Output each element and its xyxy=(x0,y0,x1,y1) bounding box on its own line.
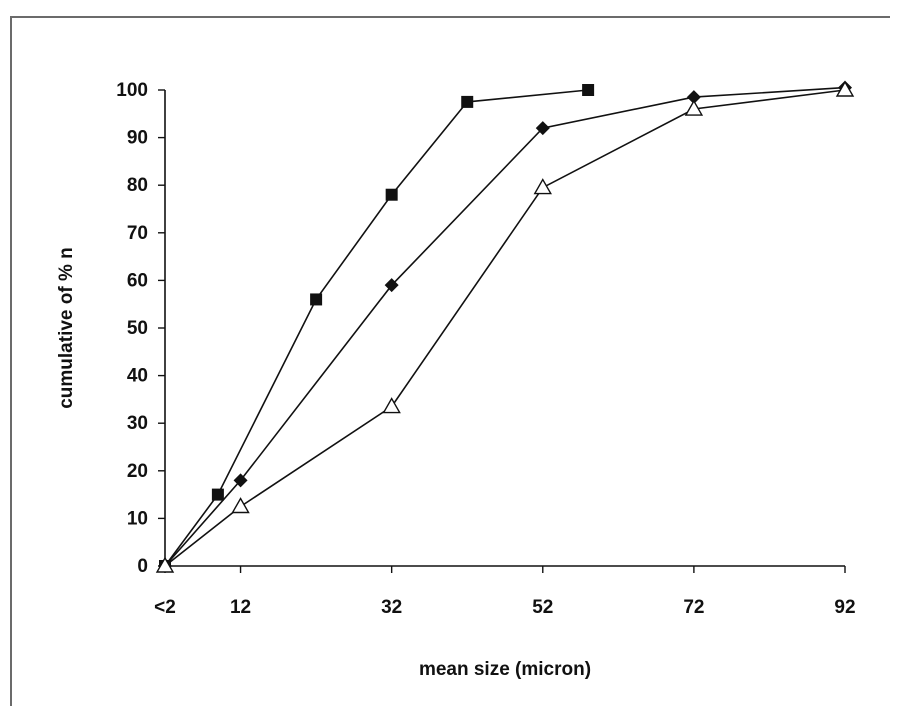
data-point-triangle xyxy=(835,80,855,97)
data-point-triangle xyxy=(231,497,250,514)
y-axis-title: cumulative of % n xyxy=(56,247,77,409)
data-point-diamond xyxy=(233,473,248,488)
y-tick-label: 60 xyxy=(127,270,148,291)
y-tick-label: 80 xyxy=(127,175,148,196)
series-line-triangle xyxy=(164,89,846,567)
series-line-diamond xyxy=(164,86,846,567)
y-tick-label: 40 xyxy=(127,366,148,387)
y-tick-label: 30 xyxy=(127,413,148,434)
x-tick-label: 52 xyxy=(532,597,553,618)
series-markers xyxy=(155,80,855,573)
x-tick-label: 12 xyxy=(230,597,251,618)
x-tick-label: 32 xyxy=(381,597,402,618)
data-point-square xyxy=(582,84,595,96)
y-axis-ticks: 0 10 20 30 40 50 60 70 80 90 100 xyxy=(116,80,165,577)
y-tick-label: 70 xyxy=(127,223,148,244)
figure-frame xyxy=(10,16,890,706)
data-point-triangle xyxy=(155,556,175,573)
data-point-square xyxy=(211,488,224,501)
data-point-triangle xyxy=(533,178,552,195)
data-point-diamond xyxy=(686,90,701,105)
y-tick-label: 100 xyxy=(116,80,148,101)
x-tick-label: <2 xyxy=(154,597,176,618)
x-tick-label: 92 xyxy=(834,597,855,618)
x-axis-title: mean size (micron) xyxy=(419,659,591,680)
y-tick-label: 0 xyxy=(137,556,148,577)
x-tick-label: 72 xyxy=(683,597,704,618)
series-lines xyxy=(164,86,846,567)
data-point-triangle xyxy=(382,397,401,414)
series-line-square xyxy=(164,89,589,567)
y-tick-label: 90 xyxy=(127,128,148,149)
data-point-square xyxy=(310,293,323,306)
axes xyxy=(164,90,845,567)
data-point-diamond xyxy=(535,121,550,136)
data-point-diamond xyxy=(384,278,399,293)
y-tick-label: 10 xyxy=(127,508,148,529)
data-point-square xyxy=(461,95,474,108)
data-point-triangle xyxy=(684,99,704,116)
x-axis-ticks: <2 12 32 52 72 92 xyxy=(154,566,856,618)
y-tick-label: 50 xyxy=(127,318,148,339)
data-point-square xyxy=(385,188,398,201)
y-tick-label: 20 xyxy=(127,461,148,482)
